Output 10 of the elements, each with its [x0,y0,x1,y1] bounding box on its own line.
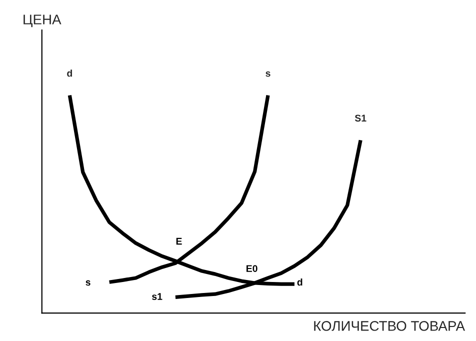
annotation: d [297,278,302,286]
series-label: S1 [354,114,366,122]
y-axis-title: ЦЕНА [24,14,62,28]
x-axis-title: КОЛИЧЕСТВО ТОВАРА [314,321,466,331]
annotation: E [176,238,182,245]
annotation: s [86,280,90,286]
series-label: d [67,70,72,77]
annotation: E0 [246,265,258,272]
series-label: s [266,71,270,77]
annotation: s1 [152,293,162,300]
